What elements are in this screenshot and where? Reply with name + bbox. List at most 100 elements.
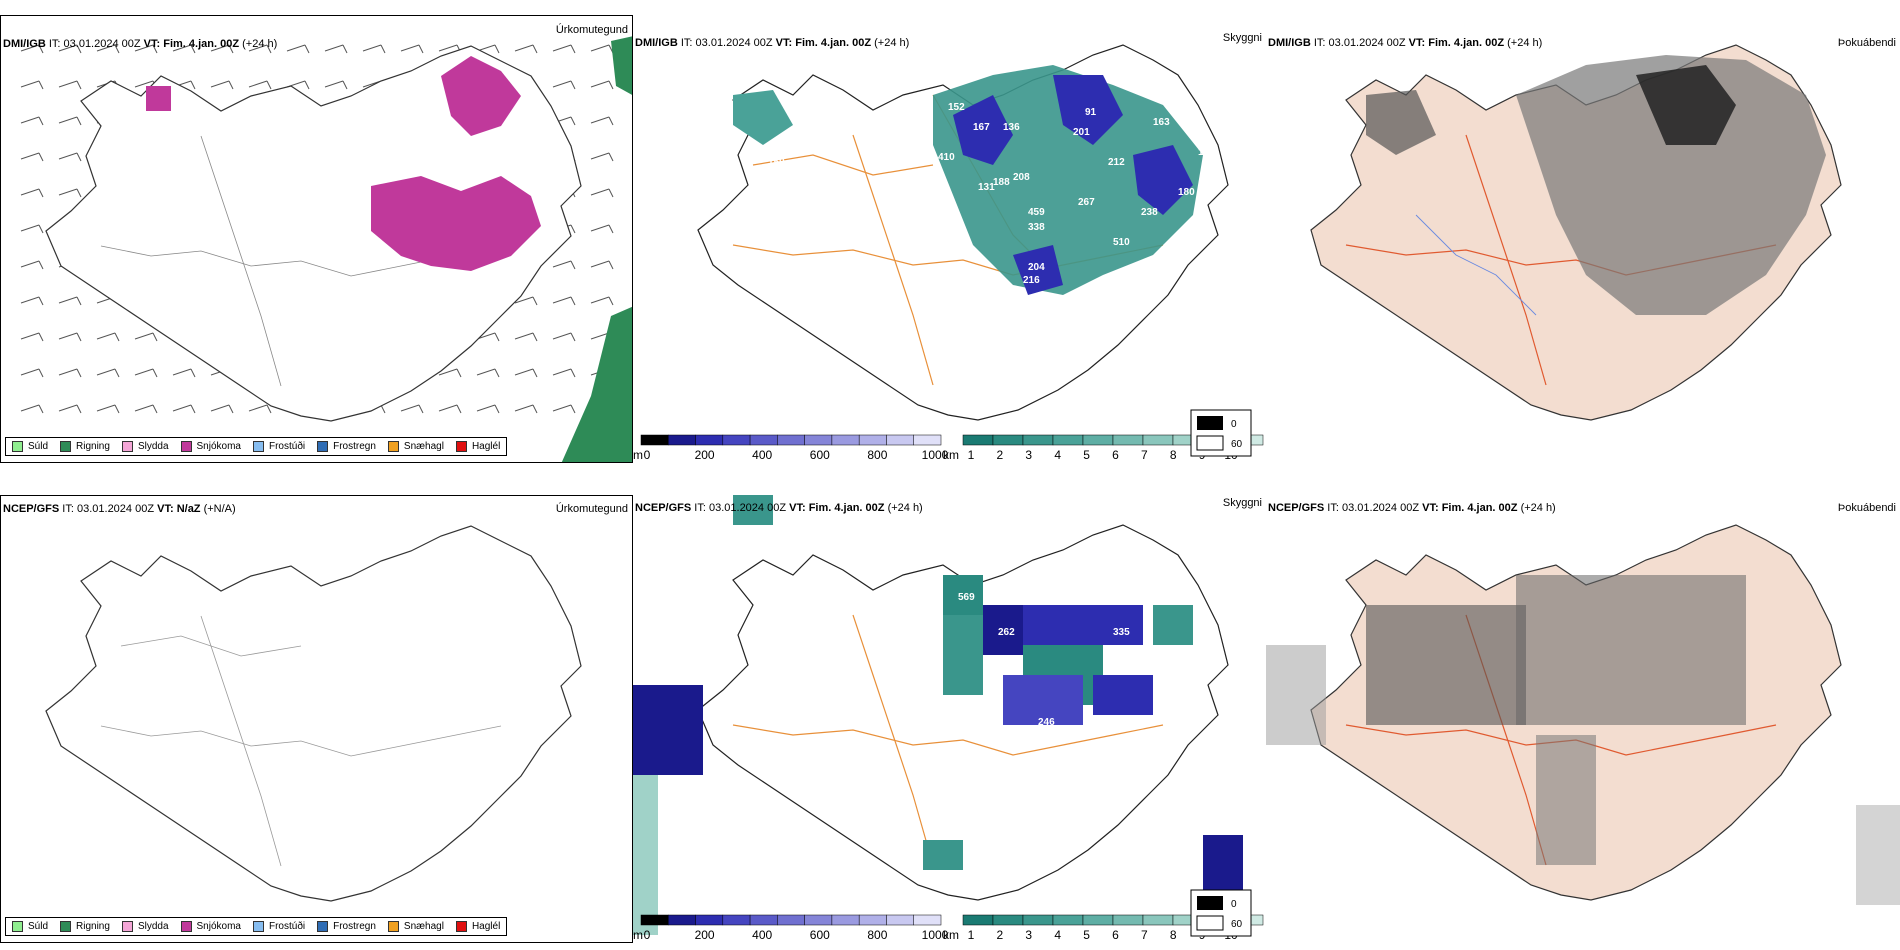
panel-title: NCEP/GFS IT: 03.01.2024 00Z VT: N/aZ (+N… [3,503,236,515]
legend-swatch [180,921,192,932]
visibility-value-label: 313 [1108,717,1125,728]
wind-barb [514,44,538,54]
wind-barb [590,224,614,234]
wind-barb [476,368,500,378]
wind-barb [58,44,82,54]
legend-item: Snjókoma [180,921,241,932]
legend-swatch [317,921,329,932]
precip-legend: Súld Rigning Slydda Snjókoma Frostúði Frostre… [5,917,508,936]
wind-barb [286,44,310,54]
wind-barb [248,44,272,54]
visibility-value-label: 510 [1113,237,1130,248]
wind-barb [552,260,576,270]
wind-barb [514,404,538,414]
wind-barb [552,368,576,378]
visibility-value-label: 459 [1028,207,1045,218]
panel-type-label: Úrkomutegund [555,24,628,36]
legend-swatch [60,441,72,452]
visibility-panel-gfs: 569 262 335 718 246 313 NCEP/GFS IT: 03.01.20… [633,495,1266,943]
legend-swatch [12,921,23,932]
visibility-value-label: 167 [973,122,990,133]
wind-barb [324,80,348,90]
visibility-value-label: 100 [1198,147,1215,158]
panel-type-label: Skyggni [1222,497,1262,509]
legend-label: Snæhagl [403,441,444,452]
visibility-value-label: 152 [948,102,965,113]
legend-label: Súld [28,921,49,932]
wind-barb [210,44,234,54]
legend-swatch [252,921,264,932]
visibility-value-label: 718 [1198,652,1215,663]
visibility-value-label: 238 [1141,207,1158,218]
wind-barb [552,296,576,306]
visibility-value-label: 124 [938,232,955,243]
fog-panel-gfs: NCEP/GFS IT: 03.01.2024 00Z VT: Fim. 4.j… [1266,495,1900,943]
panel-title: DMI/IGB IT: 03.01.2024 00Z VT: Fim. 4.ja… [635,37,910,49]
legend-swatch [455,921,467,932]
legend-swatch [121,921,133,932]
wind-barb [134,332,158,342]
wind-barb [514,368,538,378]
legend-item: Haglél [455,441,500,452]
wind-barb [20,260,44,270]
legend-item: Frostregn [317,441,376,452]
legend-item: Rigning [60,441,110,452]
wind-barb [248,404,272,414]
visibility-value-label: 262 [998,627,1015,638]
wind-barb [58,296,82,306]
visibility-value-label: 91 [1085,107,1097,118]
wind-barb [476,332,500,342]
legend-label: Snæhagl [403,921,444,932]
panel-type-label: Úrkomutegund [555,503,628,515]
legend-item: Slydda [121,441,169,452]
legend-label: Snjókoma [196,921,241,932]
wind-barb [590,152,614,162]
visibility-value-label: 212 [1108,157,1125,168]
visibility-value-label: 120 [1198,87,1215,98]
legend-label: Slydda [137,441,169,452]
legend-label: Frostúði [268,441,306,452]
legend-item: Haglél [455,921,501,932]
wind-barb [210,80,234,90]
legend-item: Snæhagl [387,441,444,452]
panel-title: DMI/IGB IT: 03.01.2024 00Z VT: Fim. 4.ja… [3,38,278,50]
wind-barb [134,44,158,54]
legend-label: Rigning [76,441,110,452]
legend-item: Frostregn [317,921,376,932]
wind-barb [552,404,576,414]
wind-barb [324,44,348,54]
wind-barb [20,188,44,198]
visibility-value-label: 569 [958,592,975,603]
wind-barb [58,152,82,162]
wind-barb [552,332,576,342]
iceland-coastline [45,45,582,422]
precip-type-map-dmi [20,36,632,462]
wind-barb [58,368,82,378]
legend-label: Haglél [471,921,501,932]
legend-swatch [317,441,329,452]
legend-label: Snjókoma [196,441,241,452]
wind-barb [96,368,120,378]
snow-area [371,176,541,271]
legend-swatch [180,441,192,452]
fog-panel-dmi: DMI/IGB IT: 03.01.2024 00Z VT: Fim. 4.ja… [1266,15,1900,463]
visibility-value-label: 410 [938,152,955,163]
wind-barb [20,224,44,234]
wind-barb [134,368,158,378]
wind-barb [96,44,120,54]
wind-barb [590,188,614,198]
legend-label: Frostregn [333,441,376,452]
legend-item: Slydda [121,921,169,932]
wind-barb [172,404,196,414]
legend-swatch [60,921,72,932]
wind-barb [20,80,44,90]
wind-barb [552,80,576,90]
legend-label: Frostregn [333,921,376,932]
wind-barb [96,332,120,342]
visibility-value-label: 204 [1028,262,1045,273]
wind-barb [476,404,500,414]
legend-swatch [387,921,399,932]
precip-type-panel-dmi: DMI/IGB IT: 03.01.2024 00Z VT: Fim. 4.ja… [0,15,633,463]
panel-type-label: Skyggni [1222,32,1262,44]
legend-swatch [121,441,133,452]
